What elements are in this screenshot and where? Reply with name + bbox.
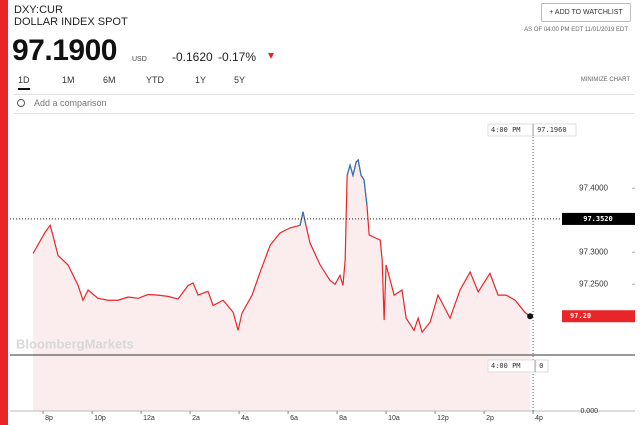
tab[interactable]: 1M — [62, 75, 75, 85]
as-of: AS OF 04:00 PM EDT 11/01/2019 EDT — [524, 27, 628, 33]
symbol: DXY:CUR — [14, 4, 63, 16]
security-name: DOLLAR INDEX SPOT — [14, 16, 128, 28]
crosshair-top-box — [487, 123, 577, 137]
last-value-label: 97.20 — [570, 312, 591, 320]
y-tick-label: 97.4000 — [579, 183, 608, 192]
y-tick-label: 97.3000 — [579, 247, 608, 256]
last-point — [527, 313, 534, 320]
x-tick-label: 8a — [339, 415, 347, 422]
price-line — [346, 158, 368, 206]
currency: USD — [132, 56, 147, 63]
x-tick-label: 10a — [388, 415, 400, 422]
crosshair-time: 4:00 PM — [491, 126, 521, 134]
tab[interactable]: 1D — [18, 75, 30, 90]
price-line — [299, 211, 307, 226]
comparison-search[interactable]: Add a comparison — [14, 94, 634, 114]
area-fill — [33, 160, 531, 411]
change-pct: -0.17% — [218, 50, 257, 64]
y-tick-label: 97.2500 — [579, 279, 608, 288]
price: 97.1900 — [12, 34, 117, 67]
tab[interactable]: 5Y — [234, 75, 246, 85]
price-line — [32, 158, 531, 334]
previous-close-box — [562, 212, 635, 225]
last-value-box — [562, 310, 635, 323]
y-bottom-label: 0.000 — [580, 408, 598, 415]
x-tick-label: 2p — [486, 415, 494, 422]
crosshair-bottom-time: 4:00 PM — [491, 362, 521, 370]
change: -0.1620 — [172, 50, 213, 64]
watermark: BloombergMarkets — [16, 336, 134, 351]
previous-close-label: 97.3520 — [583, 215, 613, 223]
x-tick-label: 2a — [192, 415, 200, 422]
search-placeholder: Add a comparison — [34, 98, 107, 108]
x-tick-label: 6a — [290, 415, 298, 422]
accent-bar — [0, 0, 8, 425]
x-tick-label: 8p — [45, 415, 53, 422]
watchlist-button[interactable]: + ADD TO WATCHLIST — [541, 3, 631, 22]
down-arrow — [268, 53, 274, 59]
tab[interactable]: 1Y — [195, 75, 207, 85]
tab[interactable]: 6M — [103, 75, 116, 85]
tab[interactable]: YTD — [146, 75, 164, 85]
search-icon — [17, 99, 25, 107]
crosshair-bottom-value: 0 — [539, 362, 543, 370]
crosshair-value: 97.1960 — [537, 126, 567, 134]
x-tick-label: 12a — [143, 415, 155, 422]
minimize-chart[interactable]: MINIMIZE CHART — [580, 77, 630, 83]
x-tick-label: 4a — [241, 415, 249, 422]
crosshair-bottom-box — [487, 359, 549, 373]
x-tick-label: 12p — [437, 415, 449, 422]
x-tick-label: 4p — [535, 415, 543, 422]
x-tick-label: 10p — [94, 415, 106, 422]
